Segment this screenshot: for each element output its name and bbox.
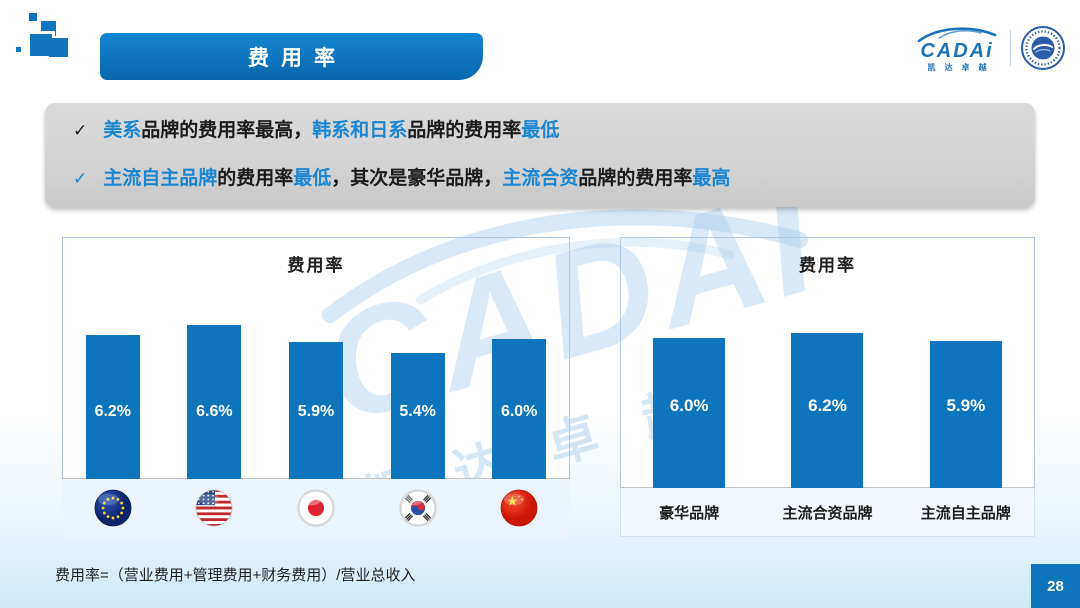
car-swoosh-icon xyxy=(917,27,997,43)
bullet-text-segment: ，其次是豪华品牌， xyxy=(331,168,503,189)
left-chart-plot: 6.2% 6.6% 5.9% 5.4% xyxy=(62,237,570,537)
category-label: 主流自主品牌 xyxy=(920,505,1011,522)
logo-divider xyxy=(1010,30,1011,66)
right-chart-title: 费用率 xyxy=(799,256,856,275)
bullet-text-segment: 韩系和日系 xyxy=(312,120,408,142)
japan-flag-icon xyxy=(297,489,335,527)
chart-column: 6.6% xyxy=(164,237,266,537)
page-number-badge: 28 xyxy=(1031,564,1080,608)
china-flag-icon xyxy=(500,489,538,527)
chart-column: 6.2% 主流合资品牌 xyxy=(758,237,896,537)
chart-column: 6.0% xyxy=(468,237,570,537)
bar-value-label: 6.2% xyxy=(808,396,847,415)
left-chart-panel: 费用率 6.2% 6.6% 5.9% 5.4% xyxy=(62,237,570,537)
bullet-text-segment: 最高 xyxy=(692,168,731,189)
bullet-item: ✓ 主流自主品牌的费用率最低，其次是豪华品牌，主流合资品牌的费用率最高 xyxy=(73,168,1007,190)
bar-value-label: 6.2% xyxy=(94,403,132,420)
bullet-text-segment: 最低 xyxy=(521,120,560,142)
bar xyxy=(390,353,445,479)
bar-value-label: 6.0% xyxy=(500,403,538,420)
bar xyxy=(791,333,864,488)
bullet-text-segment: 主流自主品牌 xyxy=(103,168,218,189)
bullet-text-segment: 品牌的费用率 xyxy=(407,120,522,142)
chart-column: 6.2% xyxy=(62,237,164,537)
bullet-text: 主流自主品牌的费用率最低，其次是豪华品牌，主流合资品牌的费用率最高 xyxy=(103,168,730,190)
check-icon: ✓ xyxy=(73,121,88,141)
chart-column: 5.4% xyxy=(367,237,469,537)
left-chart-title: 费用率 xyxy=(287,256,345,275)
bar xyxy=(492,339,547,479)
bar-value-label: 5.9% xyxy=(946,396,986,415)
cadai-logo: CADAi 凯达卓越 xyxy=(913,24,1001,72)
bar xyxy=(85,334,140,479)
bar xyxy=(929,340,1002,488)
bullet-text-segment: 品牌的费用率最高， xyxy=(141,120,313,142)
certification-badge-icon xyxy=(1021,26,1065,70)
bar-value-label: 5.4% xyxy=(399,403,436,420)
right-chart-panel: 费用率 6.0% 豪华品牌 6.2% 主流合资品牌 5.9% 主流自主品牌 xyxy=(620,237,1035,537)
bar xyxy=(187,325,242,479)
deco-square xyxy=(16,47,21,52)
bullet-text-segment: 最低 xyxy=(293,168,332,189)
bullet-text-segment: 的费用率 xyxy=(217,168,294,189)
formula-footnote: 费用率=（营业费用+管理费用+财务费用）/营业总收入 xyxy=(55,567,416,584)
bar-value-label: 5.9% xyxy=(297,403,335,420)
korea-flag-icon xyxy=(398,489,437,527)
deco-square xyxy=(29,13,37,21)
bullet-text: 美系品牌的费用率最高，韩系和日系品牌的费用率最低 xyxy=(103,120,559,142)
bullet-item: ✓ 美系品牌的费用率最高，韩系和日系品牌的费用率最低 xyxy=(73,120,1007,142)
category-label: 豪华品牌 xyxy=(659,505,720,522)
eu-flag-icon xyxy=(94,489,132,527)
check-icon: ✓ xyxy=(73,169,88,188)
bar xyxy=(653,338,726,488)
chart-column: 5.9% 主流自主品牌 xyxy=(897,237,1035,537)
bar-value-label: 6.6% xyxy=(196,403,233,420)
chart-column: 5.9% xyxy=(265,237,367,537)
bullet-text-segment: 主流合资 xyxy=(502,168,579,189)
key-findings-box: ✓ 美系品牌的费用率最高，韩系和日系品牌的费用率最低 ✓ 主流自主品牌的费用率最低，其… xyxy=(45,103,1035,207)
deco-square xyxy=(49,38,68,57)
logo-subtitle-text: 凯达卓越 xyxy=(927,63,996,72)
bullet-text-segment: 品牌的费用率 xyxy=(578,168,693,189)
bullet-text-segment: 美系 xyxy=(103,120,142,142)
logo-brand-text: CADAi xyxy=(920,40,994,62)
bar xyxy=(288,341,343,479)
brand-logo: CADAi 凯达卓越 xyxy=(913,24,1066,72)
chart-column: 6.0% 豪华品牌 xyxy=(620,237,758,537)
axis-baseline-strip xyxy=(620,487,1035,537)
us-flag-icon xyxy=(195,489,233,527)
category-label: 主流合资品牌 xyxy=(782,505,873,522)
right-chart-plot: 6.0% 豪华品牌 6.2% 主流合资品牌 5.9% 主流自主品牌 xyxy=(620,237,1035,537)
page-title: 费用率 xyxy=(100,33,483,80)
bar-value-label: 6.0% xyxy=(669,396,709,415)
